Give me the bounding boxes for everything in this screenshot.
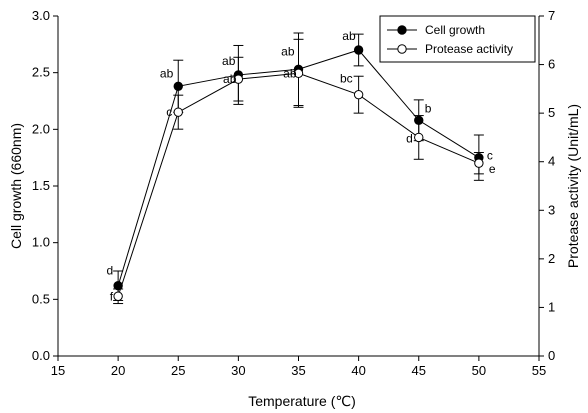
y-axis-right-title: Protease activity (Unit/mL)	[565, 104, 581, 268]
data-point	[173, 81, 183, 91]
significance-label: ab	[160, 66, 174, 80]
significance-label: ab	[222, 54, 236, 68]
significance-label: b	[425, 101, 432, 115]
data-point	[353, 89, 364, 100]
y-left-tick-label: 3.0	[32, 8, 50, 23]
x-tick-label: 15	[51, 363, 65, 378]
data-point	[353, 45, 364, 55]
x-tick-label: 40	[351, 363, 365, 378]
significance-label: ab	[223, 72, 237, 86]
significance-label: ab	[281, 44, 295, 58]
significance-label: f	[110, 289, 114, 303]
y-left-tick-label: 1.0	[32, 235, 50, 250]
y-right-tick-label: 7	[548, 8, 555, 23]
significance-label: d	[406, 131, 413, 145]
legend: Cell growth Protease activity	[379, 15, 536, 63]
y-right-tick-label: 1	[548, 299, 555, 314]
data-point	[414, 132, 424, 143]
legend-label: Cell growth	[425, 23, 485, 37]
legend-item: Cell growth	[387, 23, 485, 37]
legend-marker	[397, 44, 407, 54]
data-point	[113, 291, 123, 301]
x-tick-label: 55	[532, 363, 546, 378]
y-right-tick-label: 0	[548, 348, 555, 363]
legend-marker	[397, 25, 407, 35]
data-point	[293, 68, 304, 79]
y-left-tick-label: 2.5	[32, 65, 50, 80]
significance-label: e	[489, 162, 496, 176]
legend-item: Protease activity	[387, 42, 513, 56]
legend-box	[379, 15, 536, 63]
significance-label: ab	[342, 29, 356, 43]
x-tick-label: 50	[472, 363, 486, 378]
x-tick-label: 20	[111, 363, 125, 378]
y-left-tick-label: 0.5	[32, 291, 50, 306]
significance-label: bc	[340, 72, 353, 86]
x-tick-label: 35	[291, 363, 305, 378]
legend-label: Protease activity	[425, 42, 513, 56]
significance-label: d	[106, 264, 113, 278]
x-tick-label: 30	[231, 363, 245, 378]
data-point	[233, 74, 244, 84]
y-right-tick-label: 2	[548, 251, 555, 266]
data-point	[173, 107, 183, 117]
x-tick-label: 25	[171, 363, 185, 378]
y-left-tick-label: 0.0	[32, 348, 50, 363]
y-right-tick-label: 3	[548, 202, 555, 217]
significance-label: c	[487, 149, 493, 163]
significance-label: ab	[283, 66, 297, 80]
y-right-tick-label: 4	[548, 154, 555, 169]
axes: 15 20 25 30 35 40 45 50 550.00.51.01.52.02.53.00…	[32, 8, 555, 378]
y-axis-left-title: Cell growth (660nm)	[8, 123, 24, 249]
y-right-tick-label: 6	[548, 57, 555, 72]
x-tick-label: 45	[412, 363, 426, 378]
x-axis-title: Temperature (℃)	[248, 393, 356, 409]
significance-label: c	[166, 105, 172, 119]
data-point	[474, 158, 484, 168]
y-left-tick-label: 1.5	[32, 178, 50, 193]
y-left-tick-label: 2.0	[32, 121, 50, 136]
y-right-tick-label: 5	[548, 105, 555, 120]
